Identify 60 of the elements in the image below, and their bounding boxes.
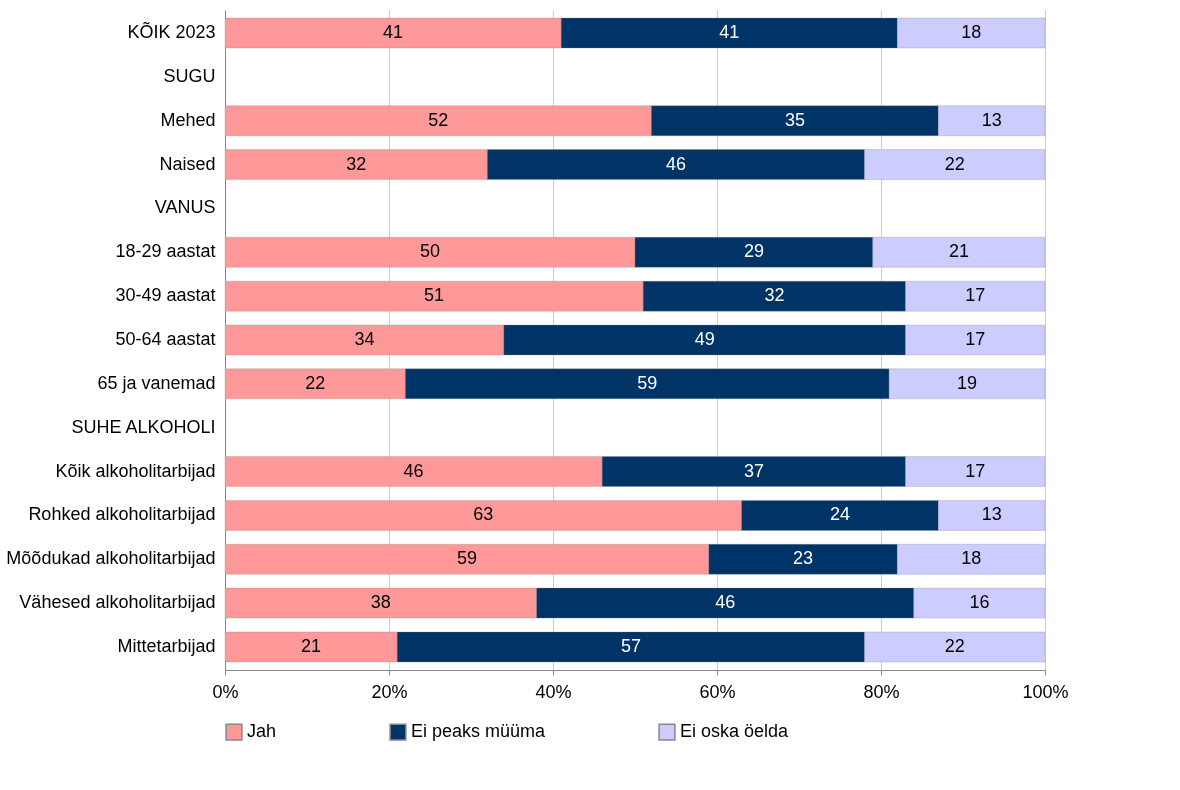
data-label: 21 [948, 241, 969, 262]
y-tick-label: Mittetarbijad [117, 635, 216, 656]
data-label: 29 [743, 241, 764, 262]
data-label: 41 [719, 22, 740, 43]
data-label: 50 [419, 241, 441, 262]
data-label: 46 [403, 460, 424, 481]
legend-label: Jah [247, 721, 277, 742]
data-label: 24 [829, 504, 851, 525]
data-label: 57 [620, 635, 641, 656]
data-label: 13 [981, 109, 1002, 130]
y-tick-label: 18-29 aastat [115, 241, 216, 262]
data-label: 46 [715, 592, 736, 613]
y-tick-label: Rohked alkoholitarbijad [28, 504, 216, 525]
data-label: 22 [944, 153, 965, 174]
data-label: 32 [346, 153, 367, 174]
data-label: 59 [637, 372, 658, 393]
data-label: 41 [383, 22, 404, 43]
data-label: 18 [961, 548, 982, 569]
x-tick-label: 20% [371, 681, 408, 702]
data-label: 49 [694, 329, 715, 349]
data-label: 13 [981, 504, 1002, 525]
y-tick-label: SUHE ALKOHOLI [71, 416, 216, 437]
data-label: 32 [764, 285, 785, 306]
data-label: 59 [456, 548, 477, 569]
data-label: 18 [961, 22, 982, 43]
y-tick-label: Naised [159, 153, 216, 174]
y-tick-label: 50-64 aastat [115, 329, 216, 349]
y-tick-label: 65 ja vanemad [97, 372, 216, 393]
data-label: 52 [428, 109, 449, 130]
y-tick-label: Vähesed alkoholitarbijad [19, 592, 216, 613]
data-label: 16 [969, 592, 990, 613]
data-label: 17 [965, 460, 986, 481]
x-tick-label: 0% [212, 681, 239, 702]
data-label: 46 [665, 153, 687, 174]
data-label: 63 [473, 504, 494, 525]
data-label: 34 [354, 329, 375, 349]
data-label: 37 [743, 460, 764, 481]
data-label: 38 [370, 592, 391, 613]
x-tick-label: 60% [699, 681, 736, 702]
x-tick-label: 80% [863, 681, 900, 702]
data-label: 35 [784, 109, 805, 130]
x-tick-label: 40% [535, 681, 572, 702]
data-label: 51 [424, 285, 445, 306]
data-label: 19 [957, 372, 978, 393]
y-tick-label: SUGU [163, 65, 216, 86]
data-label: 22 [305, 372, 326, 393]
data-label: 17 [965, 285, 986, 306]
data-label: 23 [793, 548, 814, 569]
y-tick-label: 30-49 aastat [115, 285, 216, 306]
data-label: 21 [301, 635, 322, 656]
y-tick-label: Kõik alkoholitarbijad [55, 460, 216, 481]
data-label: 22 [944, 635, 965, 656]
y-tick-label: KÕIK 2023 [127, 21, 216, 43]
data-label: 17 [965, 329, 986, 349]
legend-label: Ei peaks müüma [411, 721, 547, 742]
y-tick-label: Mehed [160, 109, 216, 130]
y-tick-label: VANUS [154, 197, 216, 218]
legend-label: Ei oska öelda [680, 721, 790, 742]
x-tick-label: 100% [1022, 681, 1069, 702]
y-tick-label: Mõõdukad alkoholitarbijad [6, 548, 216, 569]
